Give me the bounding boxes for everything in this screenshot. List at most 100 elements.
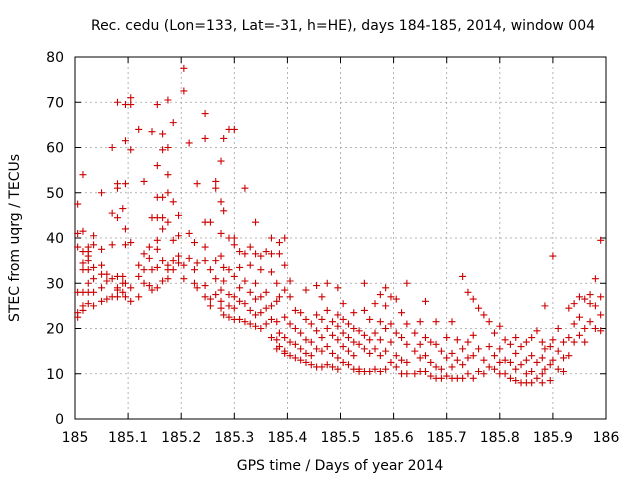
data-point [469,374,477,382]
data-point [339,358,347,366]
data-point [334,284,342,292]
data-point [127,101,135,109]
data-point [307,361,315,369]
data-point [236,263,244,271]
data-point [164,96,172,104]
data-point [169,266,177,274]
data-point [135,293,143,301]
data-point [145,243,153,251]
data-point [297,309,305,317]
y-tick-label: 10 [46,367,64,383]
data-point [153,236,161,244]
data-point [121,293,129,301]
data-point [127,146,135,154]
data-point [145,254,153,262]
data-point [360,306,368,314]
data-point [554,347,562,355]
data-point [541,302,549,310]
data-point [355,327,363,335]
data-point [371,365,379,373]
data-point [382,347,390,355]
data-point [538,370,546,378]
x-tick-label: 185.5 [320,430,360,446]
data-point [230,304,238,312]
data-points [74,64,605,387]
data-point [212,177,220,185]
data-point [74,243,82,251]
data-point [267,268,275,276]
data-point [350,309,358,317]
data-point [432,318,440,326]
data-point [403,340,411,348]
chart-title: Rec. cedu (Lon=133, Lat=-31, h=HE), days… [91,18,595,34]
y-tick-label: 40 [46,231,64,247]
data-point [533,327,541,335]
data-point [533,374,541,382]
data-point [297,356,305,364]
data-point [313,345,321,353]
data-point [225,266,233,274]
data-point [113,98,121,106]
data-point [549,356,557,364]
grid [75,57,606,419]
data-point [135,261,143,269]
data-point [416,354,424,362]
data-point [586,300,594,308]
data-point [307,320,315,328]
data-point [581,338,589,346]
data-point [169,198,177,206]
data-point [84,300,92,308]
data-point [252,311,260,319]
data-point [581,295,589,303]
data-point [522,338,530,346]
data-point [140,266,148,274]
data-point [201,243,209,251]
data-point [108,241,116,249]
data-point [512,334,520,342]
data-point [225,313,233,321]
data-point [180,87,188,95]
data-point [469,352,477,360]
data-point [291,354,299,362]
data-point [339,315,347,323]
data-point [236,315,244,323]
data-point [164,144,172,151]
data-point [74,313,82,321]
data-point [591,275,599,283]
data-point [297,329,305,337]
data-point [565,334,573,342]
data-point [496,322,504,330]
data-point [421,334,429,342]
x-tick-label: 185.8 [480,430,520,446]
data-point [113,184,121,192]
data-point [448,349,456,357]
data-point [74,229,82,237]
data-point [490,352,498,360]
data-point [318,363,326,371]
data-point [185,229,193,237]
data-point [206,266,214,274]
data-point [190,266,198,274]
data-point [350,325,358,332]
data-point [376,291,384,299]
data-point [236,284,244,292]
data-point [398,356,406,364]
data-point [366,349,374,357]
data-point [392,295,400,303]
data-point [382,325,390,332]
data-point [512,349,520,357]
data-point [291,325,299,332]
data-point [262,248,270,256]
data-point [273,279,281,287]
data-point [220,311,228,319]
data-point [528,379,536,387]
data-point [246,320,254,328]
data-point [512,365,520,373]
data-point [480,370,488,378]
axis-ticks [74,56,607,420]
data-point [159,130,167,138]
data-point [344,320,352,328]
data-point [273,336,281,344]
data-point [84,279,92,287]
data-point [267,315,275,323]
